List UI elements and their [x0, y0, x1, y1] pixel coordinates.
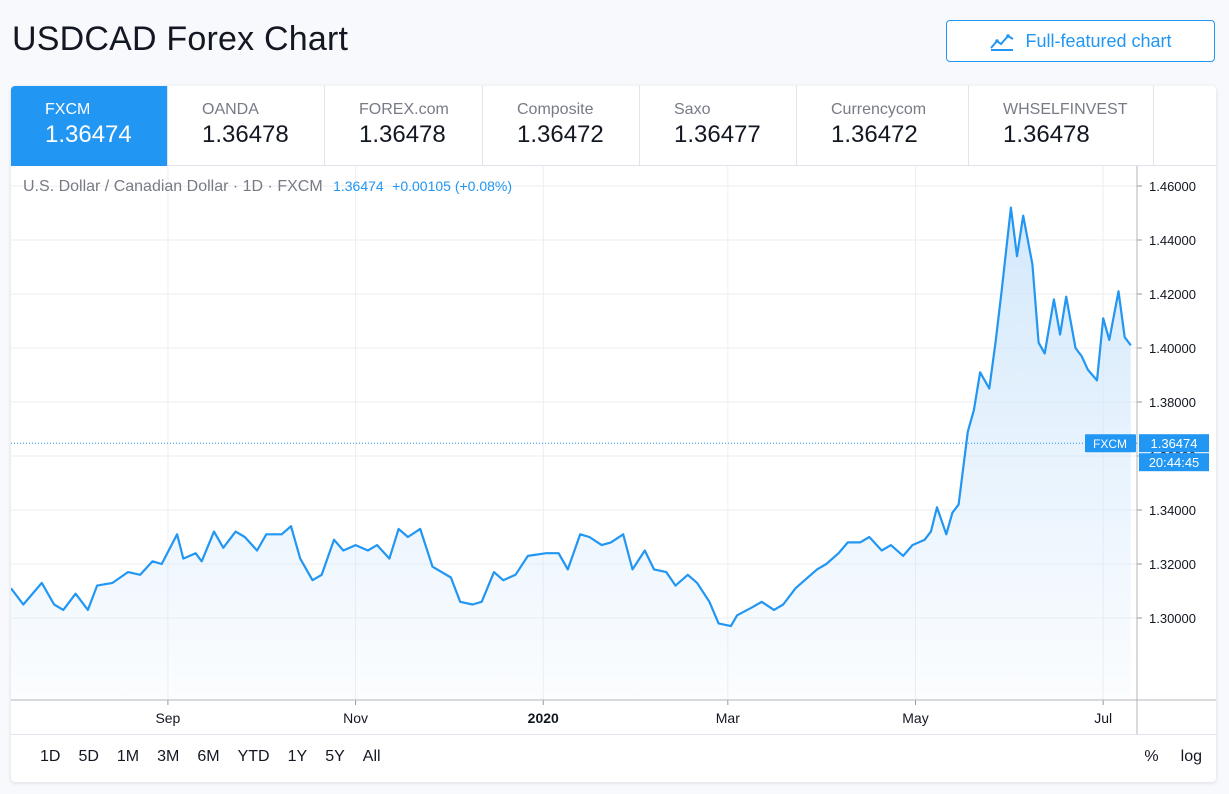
broker-price: 1.36478	[359, 121, 446, 148]
price-tag-bg	[1139, 434, 1209, 453]
range-ytd-button[interactable]: YTD	[237, 748, 270, 765]
percent-scale-button[interactable]: %	[1144, 748, 1159, 765]
y-tick-label: 1.40000	[1149, 341, 1196, 356]
full-featured-chart-label: Full-featured chart	[1025, 30, 1172, 51]
price-line	[11, 206, 1132, 628]
tab-fxcm[interactable]: FXCM 1.36474	[11, 86, 168, 166]
grid	[11, 166, 1137, 700]
range-5d-button[interactable]: 5D	[78, 748, 99, 765]
price-chart[interactable]: 1.460001.440001.420001.400001.380001.360…	[11, 166, 1216, 734]
tab-composite[interactable]: Composite 1.36472	[483, 86, 640, 166]
y-tick-label: 1.30000	[1149, 611, 1196, 626]
broker-name: Currencycom	[831, 101, 927, 118]
legend-symbol: U.S. Dollar / Canadian Dollar · 1D · FXC…	[23, 178, 323, 195]
y-tick-label: 1.38000	[1149, 395, 1196, 410]
range-5y-button[interactable]: 5Y	[325, 748, 345, 765]
x-tick-label: Sep	[155, 710, 180, 726]
broker-name: OANDA	[202, 101, 259, 118]
range-selector: 1D 5D 1M 3M 6M YTD 1Y 5Y All	[31, 748, 390, 766]
tab-saxo[interactable]: Saxo 1.36477	[640, 86, 797, 166]
legend-last-value: 1.36474	[333, 178, 384, 194]
y-tick-label: 1.44000	[1149, 233, 1196, 248]
tab-whselfinvest[interactable]: WHSELFINVEST 1.36478	[969, 86, 1154, 166]
broker-name: Saxo	[674, 101, 711, 118]
full-featured-chart-button[interactable]: Full-featured chart	[946, 20, 1215, 62]
legend-change: +0.00105 (+0.08%)	[392, 178, 513, 194]
x-tick-label: May	[902, 710, 928, 726]
broker-name: WHSELFINVEST	[1003, 101, 1128, 118]
axes: 1.460001.440001.420001.400001.380001.360…	[11, 166, 1216, 734]
y-tick-label: 1.42000	[1149, 287, 1196, 302]
time-tag-label: 20:44:45	[1149, 455, 1200, 470]
price-tag: FXCM 1.36474 20:44:45	[11, 434, 1209, 472]
x-tick-label: Jul	[1094, 710, 1112, 726]
broker-price: 1.36472	[831, 121, 918, 148]
range-1m-button[interactable]: 1M	[116, 748, 140, 765]
chart-line-icon	[990, 34, 1014, 51]
y-tick-label: 1.46000	[1149, 179, 1196, 194]
broker-price: 1.36478	[202, 121, 289, 148]
scale-options: % log	[1144, 748, 1202, 766]
source-tag-label: FXCM	[1093, 437, 1127, 451]
series-line	[11, 206, 1132, 628]
broker-price: 1.36478	[1003, 121, 1090, 148]
broker-price: 1.36474	[45, 121, 132, 148]
chart-legend: U.S. Dollar / Canadian Dollar · 1D · FXC…	[23, 178, 512, 196]
source-tag-bg	[1085, 434, 1136, 453]
time-tag-bg	[1139, 453, 1209, 472]
x-tick-label: Mar	[716, 710, 740, 726]
broker-name: FXCM	[45, 101, 91, 118]
range-6m-button[interactable]: 6M	[197, 748, 220, 765]
range-all-button[interactable]: All	[362, 748, 381, 765]
price-area	[11, 207, 1131, 700]
tab-forex-com[interactable]: FOREX.com 1.36478	[325, 86, 483, 166]
broker-name: FOREX.com	[359, 101, 449, 118]
tab-currencycom[interactable]: Currencycom 1.36472	[797, 86, 969, 166]
broker-price: 1.36472	[517, 121, 604, 148]
range-1d-button[interactable]: 1D	[40, 748, 61, 765]
range-1y-button[interactable]: 1Y	[287, 748, 308, 765]
range-3m-button[interactable]: 3M	[157, 748, 180, 765]
x-tick-label: Nov	[343, 710, 368, 726]
y-tick-label: 1.32000	[1149, 557, 1196, 572]
page-title: USDCAD Forex Chart	[12, 20, 349, 58]
x-tick-label: 2020	[528, 710, 559, 726]
series-area	[11, 207, 1131, 700]
broker-tabs: FXCM 1.36474 OANDA 1.36478 FOREX.com 1.3…	[11, 86, 1216, 166]
broker-price: 1.36477	[674, 121, 761, 148]
price-tag-label: 1.36474	[1151, 436, 1198, 451]
broker-name: Composite	[517, 101, 594, 118]
bottom-toolbar: 1D 5D 1M 3M 6M YTD 1Y 5Y All % log	[11, 734, 1216, 782]
y-tick-label: 1.34000	[1149, 503, 1196, 518]
log-scale-button[interactable]: log	[1180, 748, 1202, 765]
chart-card: FXCM 1.36474 OANDA 1.36478 FOREX.com 1.3…	[11, 86, 1216, 782]
tab-oanda[interactable]: OANDA 1.36478	[168, 86, 325, 166]
